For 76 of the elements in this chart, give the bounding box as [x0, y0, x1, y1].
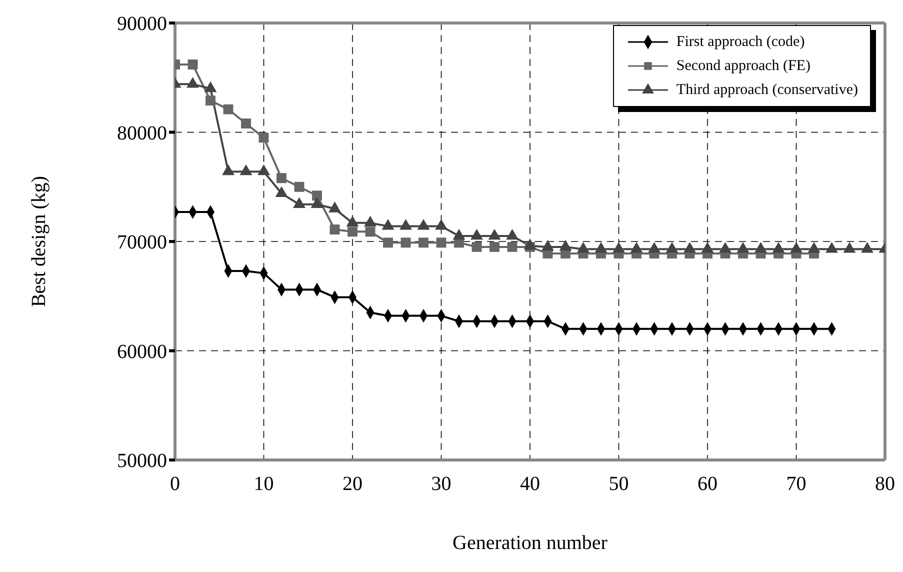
point [719, 242, 732, 253]
point [435, 220, 448, 230]
point [312, 190, 322, 201]
point [276, 186, 288, 198]
point [204, 82, 216, 92]
point [311, 198, 323, 208]
point [258, 132, 269, 143]
legend-label: Second approach (FE) [676, 58, 811, 74]
point [595, 242, 607, 253]
point [472, 242, 482, 252]
point [346, 216, 358, 227]
point [400, 220, 412, 230]
x-tick-label: 70 [786, 473, 806, 496]
point [666, 242, 678, 253]
y-axis-title: Best design (kg) [28, 176, 50, 308]
x-tick-label: 80 [875, 473, 895, 496]
point [294, 182, 304, 192]
point [276, 173, 286, 184]
x-tick-label: 20 [342, 473, 362, 496]
point [507, 242, 518, 252]
point [222, 164, 234, 176]
point [772, 242, 784, 253]
point [328, 202, 341, 212]
point [400, 238, 411, 248]
point [488, 229, 500, 240]
point [186, 77, 199, 88]
point [364, 216, 376, 227]
point [506, 229, 518, 240]
point [348, 226, 358, 237]
y-tick-label: 90000 [117, 13, 167, 36]
y-tick-label: 80000 [117, 122, 167, 144]
point [560, 240, 572, 251]
point [206, 96, 216, 106]
point [542, 240, 554, 251]
point [418, 220, 430, 230]
point [382, 220, 394, 230]
point [737, 242, 749, 253]
point [826, 242, 838, 253]
point [790, 242, 802, 253]
point [577, 242, 590, 253]
x-tick-label: 30 [431, 473, 452, 496]
point [453, 229, 465, 240]
y-tick-label: 60000 [117, 340, 167, 363]
point [223, 104, 234, 114]
point [630, 242, 642, 253]
point [861, 242, 874, 253]
point [365, 226, 376, 237]
point [436, 238, 446, 248]
legend-label: Third approach (conservative) [676, 82, 858, 98]
point [684, 242, 696, 253]
point [808, 242, 820, 253]
point [241, 118, 251, 128]
point [490, 242, 500, 252]
point [702, 242, 714, 253]
x-tick-label: 50 [608, 473, 629, 496]
point [240, 164, 252, 176]
x-tick-label: 10 [254, 473, 274, 496]
point [524, 239, 536, 250]
point [844, 242, 856, 253]
x-tick-label: 40 [520, 473, 540, 496]
point [293, 198, 306, 208]
point [418, 238, 428, 248]
x-axis-title: Generation number [452, 532, 608, 554]
point [330, 224, 340, 234]
point [754, 242, 767, 253]
y-tick-label: 50000 [117, 450, 167, 472]
x-tick-label: 0 [170, 473, 180, 496]
legend-label: First approach (code) [676, 34, 805, 50]
point [470, 229, 483, 240]
point [612, 242, 625, 253]
point [383, 238, 393, 248]
point [188, 60, 198, 70]
x-tick-label: 60 [698, 473, 718, 496]
y-tick-label: 70000 [117, 232, 167, 254]
point [648, 242, 660, 253]
point [258, 164, 270, 176]
